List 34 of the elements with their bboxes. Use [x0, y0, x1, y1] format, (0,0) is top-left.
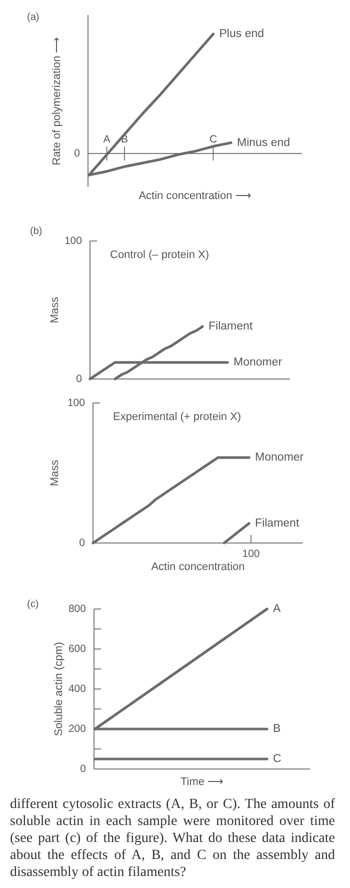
y-axis-title: Mass [49, 296, 61, 324]
text: Experimental (+ protein X) [113, 411, 242, 423]
y-tick-label: 0 [80, 762, 86, 775]
y-tick-label: 100 [67, 396, 86, 409]
y-tick-label: 0 [79, 536, 86, 549]
series-label: Filament [208, 320, 254, 333]
x-axis-title: Time ⟶ [180, 776, 224, 788]
y-tick-label: 200 [68, 722, 86, 735]
y-tick-label: 100 [64, 234, 82, 247]
series-label: A [273, 603, 281, 616]
y-axis-title: Mass [49, 459, 61, 486]
series-label: Filament [255, 517, 300, 530]
series-label: Plus end [219, 28, 264, 40]
x-axis-title: Actin concentration ⟶ [138, 190, 252, 202]
y-axis-title: Rate of polymerization ⟶ [51, 36, 63, 166]
text: different cytosolic extracts (A, B, or C). The amounts of soluble actin in each sample were monitored over time (see part (c) of the figure). What do these data indicate about the effects of A, B, and C on the assembly and disassembly of actin filaments? [10, 796, 335, 881]
series-label: Monomer [255, 452, 304, 464]
series-label: B [273, 723, 281, 736]
x-axis-title: Actin concentration [151, 561, 245, 573]
series-label: Minus end [237, 136, 290, 149]
y-tick-label: 600 [68, 642, 86, 655]
x-tick-label: A [103, 133, 110, 146]
chart-title: (a) [27, 12, 40, 23]
y-axis-title: Soluble actin (cpm) [53, 642, 65, 736]
text: Control (– protein X) [110, 249, 210, 261]
series-label: Monomer [234, 356, 282, 368]
y-tick-label: 400 [68, 682, 86, 695]
series-label: C [273, 753, 282, 766]
y-tick-label: 0 [76, 372, 82, 385]
y-tick-label: 800 [68, 602, 86, 615]
x-tick-label: C [209, 133, 218, 146]
chart-title: (c) [27, 599, 39, 610]
text: 100 [242, 548, 260, 560]
chart-title: (b) [30, 226, 42, 237]
